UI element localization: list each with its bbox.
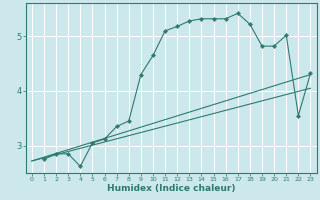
X-axis label: Humidex (Indice chaleur): Humidex (Indice chaleur) <box>107 184 236 193</box>
